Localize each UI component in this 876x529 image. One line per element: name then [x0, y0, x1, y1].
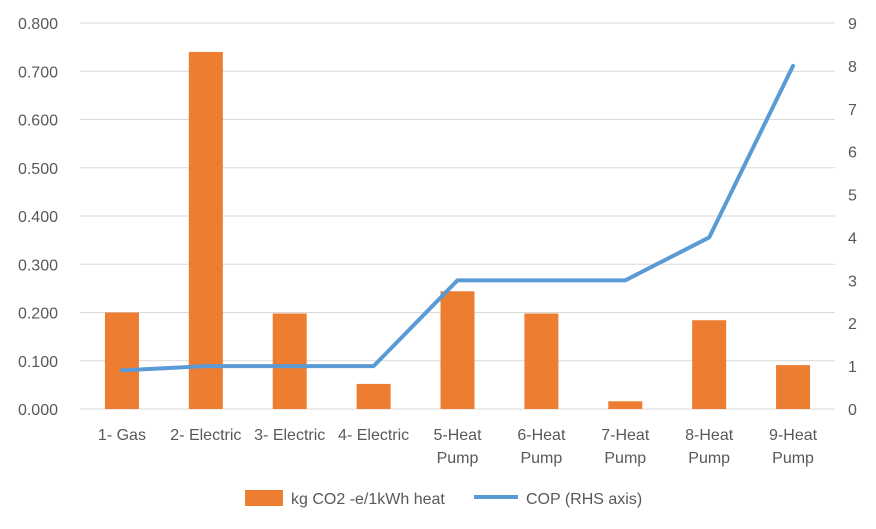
- legend-bar-swatch: [245, 490, 283, 506]
- category-label: 7-Heat Pump: [601, 427, 650, 467]
- right-tick-label: 6: [848, 145, 857, 162]
- bar: [524, 313, 559, 409]
- left-tick-label: 0.300: [18, 257, 58, 274]
- right-tick-label: 2: [848, 316, 857, 333]
- legend-line-label: COP (RHS axis): [526, 491, 642, 508]
- right-tick-label: 1: [848, 359, 857, 376]
- right-tick-label: 0: [848, 402, 857, 419]
- left-tick-label: 0.100: [18, 354, 58, 371]
- category-labels: 1- Gas 2- Electric 3- Electric 4- Electric 5…: [98, 427, 818, 467]
- category-label: 6-Heat Pump: [517, 427, 566, 467]
- line-series: [119, 63, 796, 373]
- left-tick-label: 0.600: [18, 113, 58, 130]
- right-tick-label: 3: [848, 273, 857, 290]
- category-label: 8-Heat Pump: [685, 427, 734, 467]
- category-label: 1- Gas: [98, 427, 146, 444]
- category-label: 5-Heat Pump: [433, 427, 482, 467]
- bar: [440, 291, 475, 409]
- legend: kg CO2 -e/1kWh heat COP (RHS axis): [245, 490, 642, 508]
- category-label: 3- Electric: [254, 427, 325, 444]
- legend-bar-label: kg CO2 -e/1kWh heat: [291, 491, 445, 508]
- bar-series: [104, 51, 811, 409]
- bar: [608, 401, 643, 409]
- bar: [356, 383, 391, 409]
- right-tick-label: 4: [848, 230, 857, 247]
- left-tick-label: 0.700: [18, 64, 58, 81]
- right-tick-label: 7: [848, 102, 857, 119]
- right-tick-label: 5: [848, 188, 857, 205]
- left-tick-label: 0.400: [18, 209, 58, 226]
- bar: [272, 313, 307, 409]
- left-tick-label: 0.000: [18, 402, 58, 419]
- left-tick-label: 0.200: [18, 306, 58, 323]
- category-label: 4- Electric: [338, 427, 409, 444]
- right-axis-ticks: 0 1 2 3 4 5 6 7 8 9: [848, 16, 857, 419]
- left-tick-label: 0.500: [18, 161, 58, 178]
- right-tick-label: 8: [848, 59, 857, 76]
- cop-line: [119, 63, 796, 373]
- bar: [776, 365, 811, 409]
- category-label: 2- Electric: [170, 427, 241, 444]
- left-axis-ticks: 0.000 0.100 0.200 0.300 0.400 0.500 0.600 0.700…: [18, 16, 58, 419]
- bar: [104, 312, 139, 409]
- left-tick-label: 0.800: [18, 16, 58, 33]
- right-tick-label: 9: [848, 16, 857, 33]
- bar: [692, 320, 727, 409]
- category-label: 9-Heat Pump: [769, 427, 818, 467]
- bar: [188, 51, 223, 409]
